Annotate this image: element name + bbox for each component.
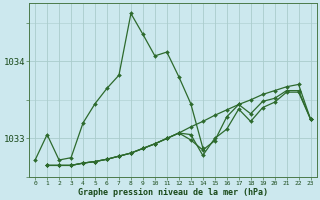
X-axis label: Graphe pression niveau de la mer (hPa): Graphe pression niveau de la mer (hPa) <box>78 188 268 197</box>
